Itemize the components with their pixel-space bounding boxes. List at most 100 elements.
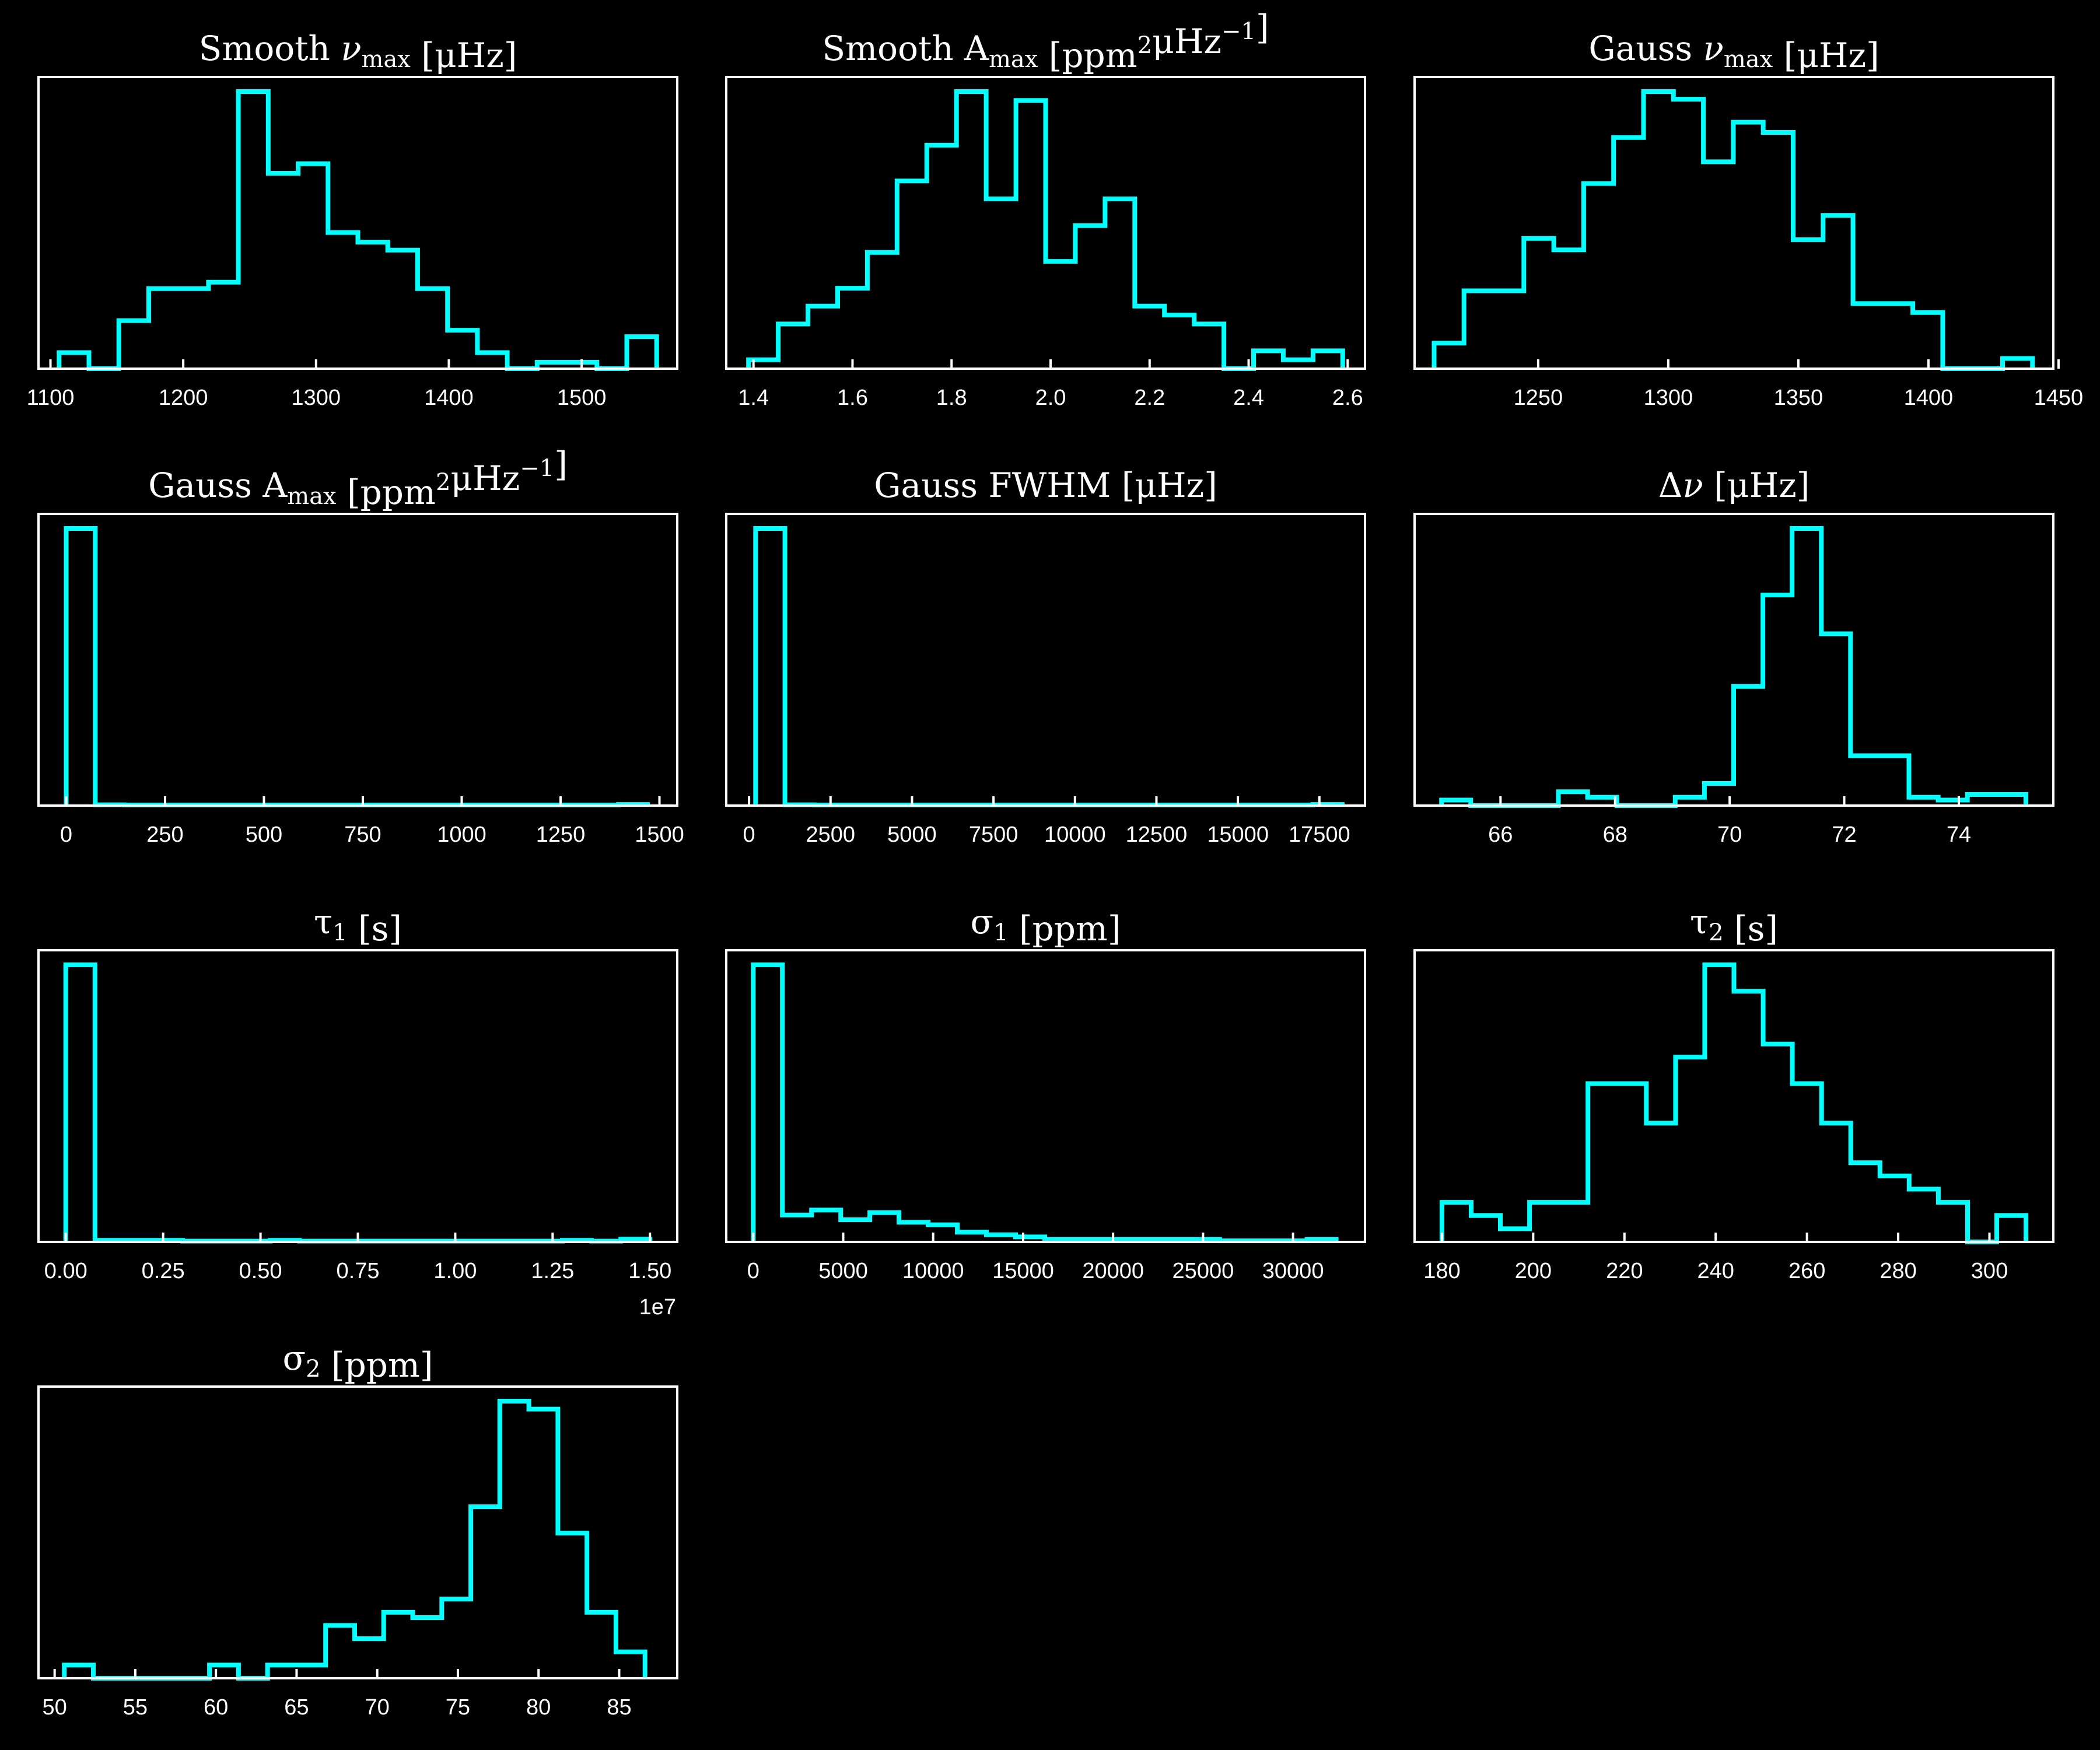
panel-title: Smooth νmax [μHz] [199, 29, 517, 75]
x-tick-label: 25000 [1172, 1259, 1234, 1283]
x-tick-label: 1.00 [433, 1259, 477, 1283]
panel-title-part: Smooth [199, 29, 341, 68]
x-tick-label: 1300 [292, 386, 341, 410]
panel-title-part: −1 [520, 455, 554, 482]
axes-frame [1413, 513, 2054, 807]
panel-title-part: Δ [1658, 466, 1683, 505]
axes-frame [725, 949, 1366, 1243]
x-tick-label: 70 [365, 1695, 390, 1720]
x-tick-label: 1100 [27, 386, 75, 410]
panel-title-part: 2 [1138, 32, 1152, 59]
panel-title: Smooth Amax [ppm2μHz−1] [822, 8, 1269, 75]
panel-title-part: ] [554, 444, 568, 484]
histogram-panel: Gauss FWHM [μHz] 0 2500 5000 7500 10000 12500 1… [725, 466, 1366, 847]
x-tick-label: 5000 [887, 822, 937, 847]
axes-frame [1413, 949, 2054, 1243]
panel-title-part: max [1724, 46, 1773, 73]
panel-title-part: 2 [436, 469, 450, 496]
x-tick-label: 220 [1606, 1259, 1643, 1283]
histogram-panel: σ1 [ppm] 0 5000 10000 15000 20000 25000 30000 [725, 902, 1366, 1283]
panel-title-part: max [989, 46, 1038, 73]
panel-title: τ2 [s] [1690, 902, 1778, 949]
panel-title-part: max [287, 483, 337, 510]
x-tick-label: 55 [123, 1695, 148, 1720]
panel-title-part: [ppm [337, 473, 436, 512]
x-tick-label: 1.25 [531, 1259, 574, 1283]
x-tick-label: 80 [526, 1695, 551, 1720]
panel-title-part: Gauss FWHM [μHz] [874, 466, 1217, 505]
x-tick-label: 300 [1971, 1259, 2008, 1283]
panel-title-part: 1 [993, 919, 1008, 946]
axes-frame [37, 513, 678, 807]
panel-title: Gauss Amax [ppm2μHz−1] [148, 444, 568, 512]
x-tick-label: 85 [607, 1695, 631, 1720]
histogram-step-line [57, 89, 659, 371]
panel-title-part: [ppm [1038, 36, 1137, 75]
x-tick-label: 1000 [437, 822, 487, 847]
panel-title-part: σ [283, 1338, 306, 1378]
panel-title-part: ν [341, 29, 361, 68]
x-tick-label: 72 [1832, 822, 1856, 847]
panel-title: σ2 [ppm] [283, 1338, 433, 1385]
x-tick-label: 70 [1717, 822, 1742, 847]
panel-title: σ1 [ppm] [971, 902, 1121, 949]
x-tick-label: 12500 [1126, 822, 1188, 847]
panel-title-part: ] [1256, 8, 1269, 47]
x-tick-label: 1.8 [936, 386, 967, 410]
histogram-step-line [746, 89, 1345, 371]
histogram-panel: τ2 [s] 180 200 220 240 260 280 300 [1413, 902, 2054, 1283]
axes-frame [37, 1385, 678, 1679]
x-tick-label: 17500 [1289, 822, 1350, 847]
panel-title: Gauss FWHM [μHz] [874, 466, 1217, 505]
histogram-panel: Smooth νmax [μHz] 1100 1200 1300 1400 1500 [27, 29, 678, 410]
x-tick-label: 240 [1698, 1259, 1734, 1283]
panel-title-part: [s] [1724, 909, 1778, 949]
panel-title-part: 2 [1709, 919, 1723, 946]
x-tick-label: 1400 [1904, 386, 1954, 410]
x-tick-label: 1.4 [738, 386, 769, 410]
x-tick-label: 0.75 [337, 1259, 380, 1283]
x-tick-label: 0 [747, 1259, 760, 1283]
panel-title-part: 2 [306, 1356, 320, 1382]
x-tick-label: 0.00 [44, 1259, 88, 1283]
x-tick-label: 1350 [1774, 386, 1824, 410]
x-tick-label: 0 [743, 822, 755, 847]
axes-frame [37, 76, 678, 370]
x-tick-label: 0 [60, 822, 72, 847]
x-tick-label: 68 [1603, 822, 1628, 847]
panel-title-part: [μHz] [1703, 466, 1810, 505]
panel-title: τ1 [s] [314, 902, 402, 949]
panel-title: Δν [μHz] [1658, 466, 1810, 505]
x-tick-label: 2.0 [1035, 386, 1066, 410]
histogram-panel: Δν [μHz] 66 68 70 72 74 [1413, 466, 2054, 847]
x-tick-label: 260 [1788, 1259, 1825, 1283]
panel-title-part: ν [1703, 29, 1724, 68]
histogram-panel: σ2 [ppm] 50 55 60 65 70 75 80 85 [37, 1338, 678, 1720]
panel-title-part: max [362, 46, 411, 73]
x-tick-label: 15000 [992, 1259, 1054, 1283]
x-tick-label: 1.50 [628, 1259, 671, 1283]
histogram-panel: Gauss Amax [ppm2μHz−1] 0 250 500 750 1000 1250… [37, 444, 684, 847]
x-tick-label: 1450 [2034, 386, 2084, 410]
panel-title-part: τ [314, 902, 332, 942]
x-tick-label: 60 [204, 1695, 228, 1720]
x-tick-label: 20000 [1082, 1259, 1144, 1283]
panel-title-part: [ppm] [321, 1345, 433, 1385]
x-tick-label: 2.4 [1233, 386, 1264, 410]
axes-frame [725, 513, 1366, 807]
x-tick-label: 180 [1423, 1259, 1460, 1283]
panel-title-part: μHz [1152, 22, 1222, 61]
x-tick-label: 0.50 [239, 1259, 282, 1283]
x-tick-label: 500 [246, 822, 282, 847]
x-tick-label: 200 [1515, 1259, 1552, 1283]
x-tick-label: 2.2 [1134, 386, 1165, 410]
histogram-panel: Smooth Amax [ppm2μHz−1] 1.4 1.6 1.8 2.0 2.2 2.… [725, 8, 1366, 410]
x-tick-label: 1.6 [837, 386, 868, 410]
panel-title: Gauss νmax [μHz] [1588, 29, 1879, 75]
x-tick-label: 5000 [818, 1259, 868, 1283]
x-tick-label: 1250 [536, 822, 586, 847]
histogram-panel: τ1 [s] 0.00 0.25 0.50 0.75 1.00 1.25 1.50 1e7 [37, 902, 678, 1320]
x-tick-label: 1250 [1514, 386, 1563, 410]
x-tick-label: 15000 [1207, 822, 1269, 847]
